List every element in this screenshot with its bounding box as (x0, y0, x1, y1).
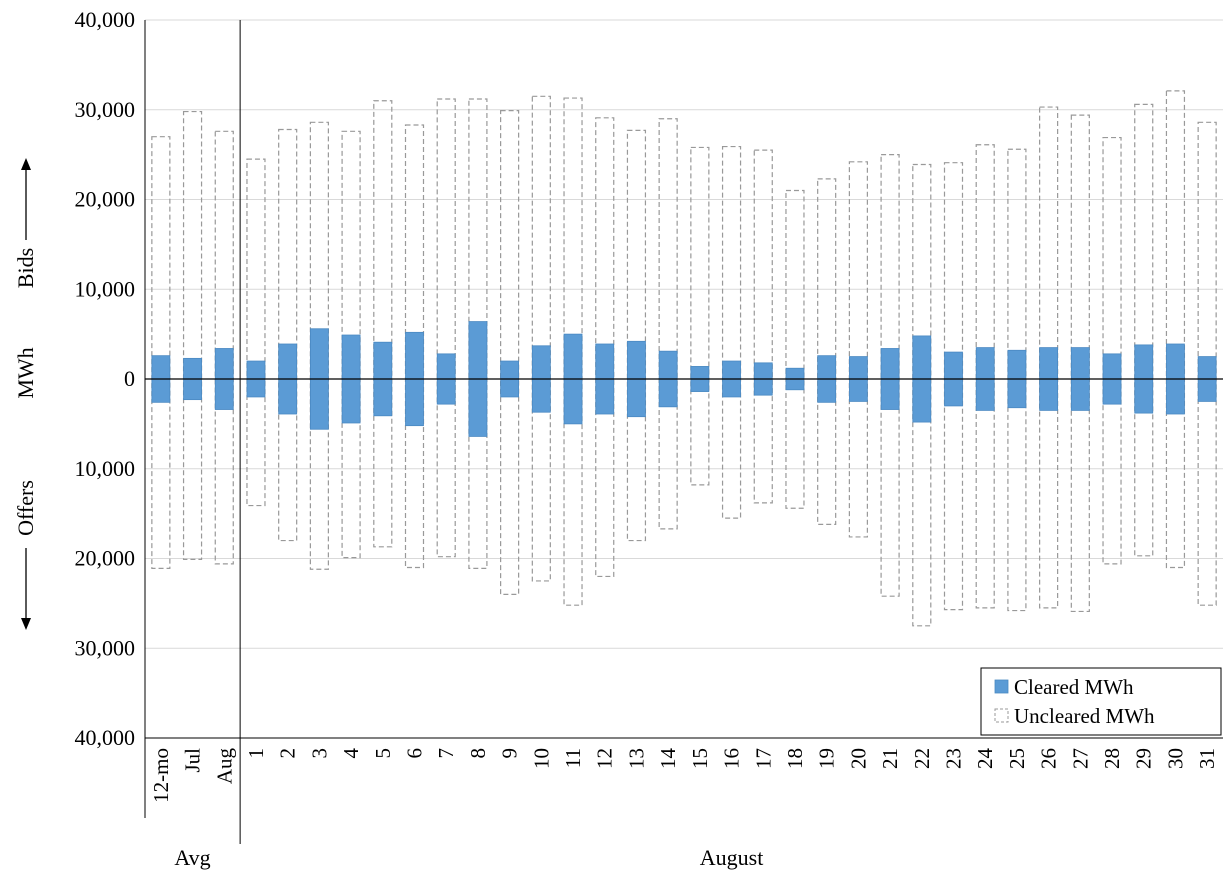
x-tick-label: 27 (1068, 748, 1092, 769)
x-tick-label: 12-mo (149, 748, 173, 803)
uncleared-bar (436, 98, 456, 558)
legend-label-cleared: Cleared MWh (1014, 675, 1134, 699)
x-tick-label: 10 (529, 748, 553, 769)
gridlines (145, 19, 1223, 649)
y-tick-labels: 40,000 30,000 20,000 10,000 0 10,000 20,000 30,… (75, 7, 136, 750)
offers-arrowhead (21, 618, 31, 630)
x-tick-label: 25 (1005, 748, 1029, 769)
x-tick-label: 15 (688, 748, 712, 769)
y-label-offers: Offers (13, 480, 38, 536)
legend-box (980, 667, 1222, 736)
x-tick-label: 21 (878, 748, 902, 769)
x-tick-label: 2 (276, 748, 300, 759)
uncleared-bar (214, 130, 234, 565)
x-tick-label: 6 (403, 748, 427, 759)
uncleared-bar (373, 100, 393, 548)
y-tick-label: 40,000 (75, 7, 136, 32)
axes (144, 20, 1223, 844)
x-tick-label: Jul (181, 748, 205, 773)
uncleared-bar (753, 149, 773, 504)
uncleared-bar (817, 178, 837, 525)
x-tick-label: 17 (751, 748, 775, 769)
uncleared-bar (531, 95, 551, 582)
uncleared-bar (785, 189, 805, 509)
uncleared-bar (848, 161, 868, 538)
group-label: Avg (174, 845, 210, 870)
y-label-mwh: MWh (13, 347, 38, 398)
y-tick-label: 30,000 (75, 635, 136, 660)
x-tick-label: 11 (561, 748, 585, 768)
x-tick-label: 20 (846, 748, 870, 769)
y-tick-label: 30,000 (75, 97, 136, 122)
legend-swatch-uncleared (994, 708, 1009, 723)
x-tick-label: 3 (307, 748, 331, 759)
x-tick-label: 14 (656, 748, 680, 770)
x-tick-label: 22 (910, 748, 934, 769)
x-tick-label: 13 (624, 748, 648, 769)
uncleared-bar (1102, 136, 1122, 565)
x-tick-label: 31 (1195, 748, 1219, 769)
uncleared-bar (151, 136, 171, 569)
x-tick-label: 18 (783, 748, 807, 769)
y-tick-label: 10,000 (75, 276, 136, 301)
uncleared-bar (690, 146, 710, 486)
uncleared-bar (1165, 90, 1186, 569)
y-tick-label: 10,000 (75, 456, 136, 481)
y-label-bids: Bids (13, 248, 38, 288)
uncleared-bar (246, 158, 266, 507)
x-tick-labels: 12-mo Jul Aug 1 2 3 4 5 6 7 8 9 10 11 12 13 14 15 16 17 18 19… (149, 748, 1219, 803)
x-tick-label: 1 (244, 748, 268, 759)
x-tick-label: 24 (973, 748, 997, 770)
x-tick-label: Aug (212, 748, 236, 785)
uncleared-bar (1134, 103, 1154, 557)
y-tick-label: 20,000 (75, 546, 136, 571)
y-tick-label: 20,000 (75, 187, 136, 212)
group-label: August (700, 845, 764, 870)
uncleared-bar (658, 118, 678, 530)
x-tick-label: 28 (1100, 748, 1124, 769)
uncleared-bar (500, 110, 520, 596)
y-tick-label: 0 (124, 366, 135, 391)
x-tick-label: 19 (815, 748, 839, 769)
uncleared-bar (626, 129, 647, 542)
x-tick-label: 23 (942, 748, 966, 769)
y-tick-label: 40,000 (75, 725, 136, 750)
uncleared-bar (182, 110, 203, 560)
x-tick-label: 7 (434, 748, 458, 759)
bids-arrowhead (21, 158, 31, 170)
x-tick-label: 5 (371, 748, 395, 759)
x-tick-label: 29 (1132, 748, 1156, 769)
x-tick-label: 26 (1037, 748, 1061, 769)
y-axis-labels: Bids MWh Offers (13, 158, 38, 630)
category-groups: Avg August (174, 845, 763, 870)
legend-label-uncleared: Uncleared MWh (1014, 704, 1155, 728)
x-tick-label: 8 (466, 748, 490, 759)
legend-swatch-cleared (994, 679, 1009, 694)
x-tick-label: 4 (339, 748, 363, 759)
x-tick-label: 9 (498, 748, 522, 759)
uncleared-bar (721, 145, 742, 519)
uncleared-bar (278, 128, 298, 542)
legend: Cleared MWh Uncleared MWh (980, 667, 1222, 736)
x-tick-label: 12 (593, 748, 617, 769)
x-tick-label: 30 (1163, 748, 1187, 769)
x-tick-label: 16 (720, 748, 744, 769)
